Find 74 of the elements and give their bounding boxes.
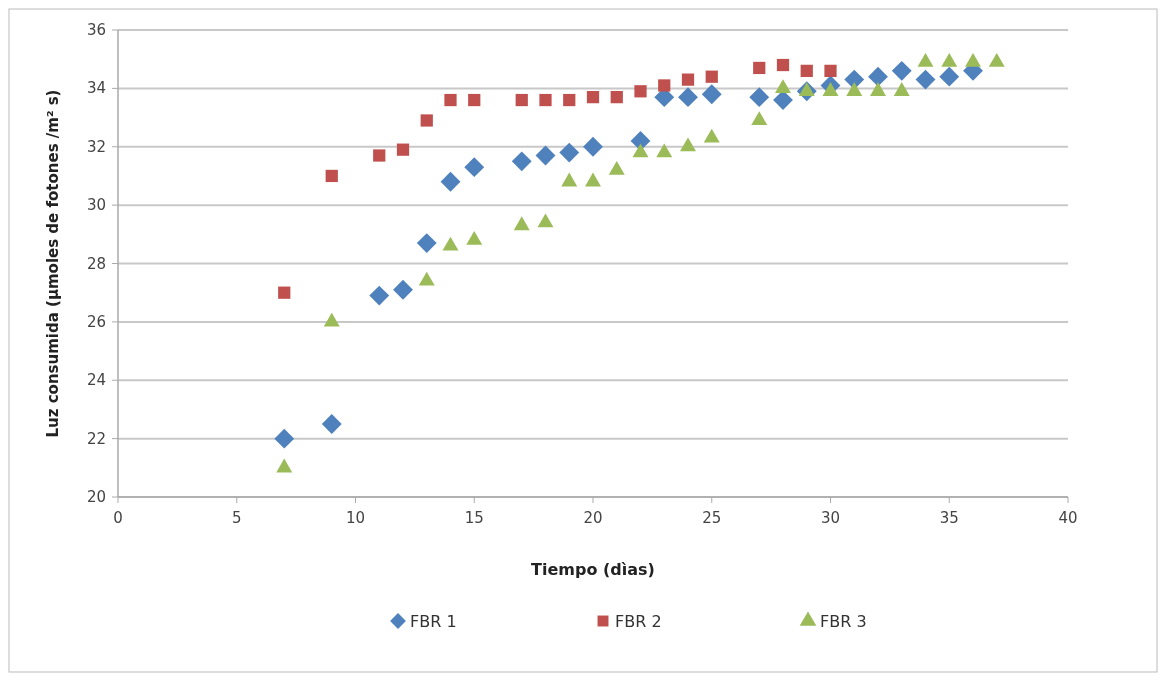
point — [656, 143, 673, 158]
point — [420, 114, 433, 127]
point — [632, 143, 649, 158]
point — [586, 91, 600, 104]
x-tick-label: 5 — [231, 509, 242, 527]
point — [681, 73, 695, 86]
x-axis-title: Tiempo (dìas) — [531, 560, 655, 579]
point — [515, 93, 528, 107]
point — [583, 136, 603, 157]
point — [868, 66, 888, 87]
point — [396, 143, 410, 156]
point — [678, 87, 698, 108]
point — [701, 84, 722, 105]
point — [800, 64, 813, 77]
point — [563, 93, 576, 107]
x-tick-label: 35 — [939, 509, 959, 527]
point — [680, 137, 696, 152]
point — [537, 213, 554, 228]
y-tick-label: 26 — [86, 312, 106, 331]
y-tick-label: 22 — [86, 429, 106, 448]
point — [559, 142, 580, 163]
point — [939, 66, 960, 87]
legend-label: FBR 2 — [615, 612, 662, 631]
y-tick-label: 36 — [86, 21, 106, 39]
point — [753, 61, 766, 75]
point — [464, 157, 485, 178]
point — [749, 87, 770, 108]
point — [513, 216, 530, 231]
y-tick-label: 34 — [86, 79, 106, 98]
point — [634, 85, 647, 98]
point — [705, 70, 718, 83]
point — [466, 230, 483, 245]
point — [776, 58, 790, 72]
point — [658, 79, 671, 92]
point — [751, 111, 768, 126]
point — [323, 312, 340, 327]
point — [325, 169, 338, 183]
x-tick-label: 40 — [1058, 509, 1078, 527]
point — [393, 279, 413, 300]
x-tick-label: 20 — [583, 509, 603, 527]
y-tick-label: 28 — [86, 254, 106, 273]
point — [418, 271, 435, 286]
point — [511, 151, 532, 172]
x-tick-label: 15 — [464, 509, 484, 527]
point — [610, 91, 623, 104]
point — [373, 149, 386, 162]
x-tick-label: 10 — [345, 509, 366, 527]
y-tick-label: 32 — [86, 137, 106, 156]
point — [321, 414, 342, 434]
y-axis-title: Luz consumida (µmoles de fotones /m² s) — [44, 89, 62, 438]
point — [444, 93, 457, 107]
point — [585, 172, 601, 187]
x-tick-label: 0 — [113, 509, 123, 527]
point — [276, 458, 293, 473]
point — [539, 93, 552, 107]
point — [442, 236, 459, 251]
y-tick-label: 30 — [86, 196, 106, 215]
point — [369, 285, 390, 306]
x-tick-label: 30 — [820, 509, 841, 527]
point — [440, 171, 461, 192]
point — [915, 69, 936, 90]
point — [824, 64, 837, 77]
point — [274, 428, 295, 449]
point — [416, 233, 437, 253]
legend-label: FBR 3 — [820, 612, 867, 631]
y-tick-label: 20 — [86, 488, 106, 506]
point — [278, 286, 291, 299]
x-tick-label: 25 — [702, 509, 722, 527]
point — [468, 93, 481, 107]
point — [535, 145, 556, 166]
legend-label: FBR 1 — [410, 612, 457, 631]
point — [891, 60, 912, 81]
point — [561, 172, 578, 187]
y-tick-label: 24 — [86, 371, 106, 390]
